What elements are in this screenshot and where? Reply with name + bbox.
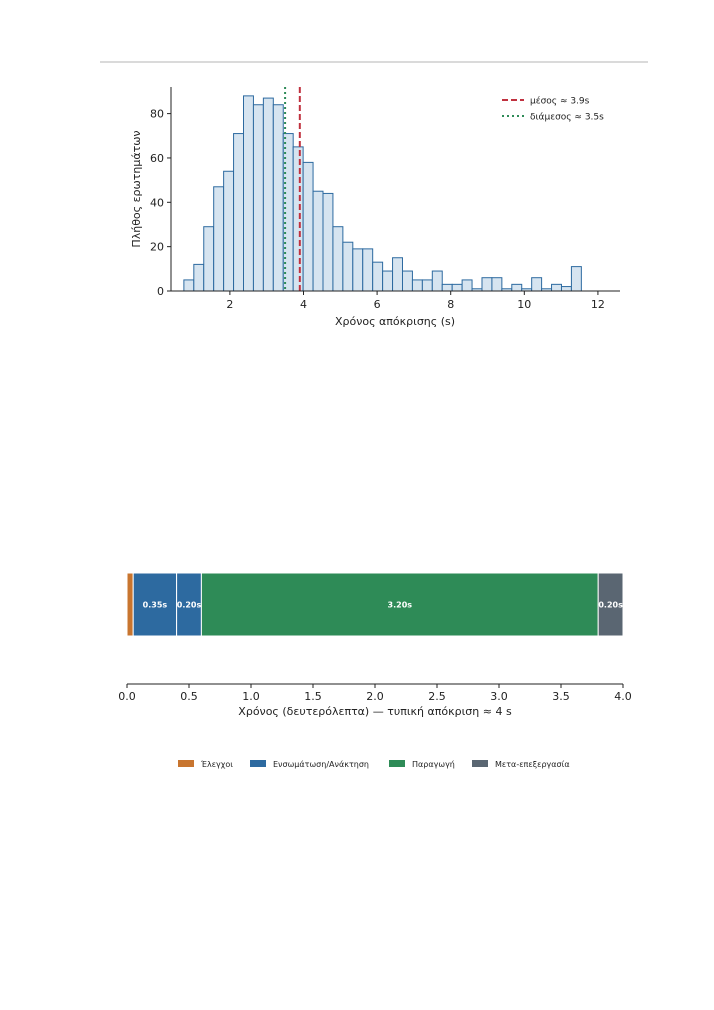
x-tick-label: 3.5 — [552, 690, 570, 703]
x-axis-ticks: 0.0 0.5 1.0 1.5 2.0 2.5 3.0 3.5 4.0 — [118, 684, 632, 703]
x-tick-label: 1.5 — [304, 690, 322, 703]
histogram-bar — [193, 263, 205, 292]
x-tick-label: 12 — [591, 298, 605, 311]
histogram-legend: μέσος ≈ 3.9s διάμεσος ≈ 3.5s — [502, 96, 604, 123]
histogram-bar — [491, 277, 503, 292]
histogram-bar — [392, 257, 403, 292]
x-tick-label: 4.0 — [614, 690, 632, 703]
x-tick-label: 10 — [517, 298, 531, 311]
histogram-bar — [322, 192, 334, 292]
legend-swatch — [250, 760, 266, 767]
histogram-bar — [551, 283, 562, 292]
stacked-segments — [126, 572, 624, 637]
x-tick-label: 4 — [300, 298, 307, 311]
histogram-bar — [332, 226, 344, 292]
y-tick-label: 60 — [150, 152, 164, 165]
legend-mean-label: μέσος ≈ 3.9s — [530, 96, 590, 107]
x-axis-title: Χρόνος (δευτερόλεπτα) — τυπική απόκριση … — [238, 705, 512, 718]
histogram-bars — [183, 95, 582, 292]
histogram-bar — [511, 283, 523, 292]
histogram-bar — [203, 226, 215, 292]
segment-value-label: 0.35s — [143, 601, 168, 610]
histogram-bar — [531, 277, 543, 292]
y-tick-label: 40 — [150, 196, 164, 209]
legend-label: Έλεγχοι — [200, 760, 233, 769]
y-tick-label: 20 — [150, 241, 164, 254]
legend-label: Παραγωγή — [412, 760, 455, 769]
histogram-bar — [223, 170, 235, 292]
histogram-bar — [302, 161, 314, 292]
x-tick-label: 0.0 — [118, 690, 136, 703]
histogram-bar — [243, 95, 254, 292]
stack-segment — [200, 572, 599, 637]
legend-label: Μετα-επεξεργασία — [495, 760, 570, 769]
histogram-bar — [421, 279, 433, 292]
stack-segment — [126, 572, 134, 637]
histogram-bar — [372, 261, 384, 292]
histogram-bar — [342, 241, 354, 292]
x-tick-label: 0.5 — [180, 690, 198, 703]
histogram-bar — [382, 270, 394, 292]
segment-labels: 0.35s 0.20s 3.20s 0.20s — [143, 601, 623, 610]
x-tick-label: 8 — [447, 298, 454, 311]
histogram-bar — [233, 133, 245, 292]
x-tick-label: 2.5 — [428, 690, 446, 703]
x-axis-title: Χρόνος απόκρισης (s) — [335, 315, 455, 328]
histogram-bar — [481, 277, 493, 292]
segment-value-label: 3.20s — [388, 601, 413, 610]
legend-swatch — [472, 760, 488, 767]
legend-label: Ενσωμάτωση/Ανάκτηση — [273, 760, 369, 769]
x-tick-label: 1.0 — [242, 690, 260, 703]
stack-segment — [597, 572, 624, 637]
histogram-bar — [411, 279, 423, 292]
y-tick-label: 80 — [150, 108, 164, 121]
histogram-bar — [252, 104, 264, 292]
legend-median-label: διάμεσος ≈ 3.5s — [530, 113, 604, 123]
x-tick-label: 6 — [374, 298, 381, 311]
histogram-bar — [401, 270, 413, 292]
x-tick-label: 2 — [226, 298, 233, 311]
legend-swatch — [178, 760, 194, 767]
y-axis-title: Πλήθος ερωτημάτων — [130, 130, 143, 247]
histogram-bar — [441, 283, 453, 292]
histogram-bar — [272, 104, 284, 292]
histogram-bar — [352, 248, 364, 292]
histogram-bar — [560, 286, 572, 292]
histogram-bar — [431, 270, 443, 292]
y-axis-ticks: 0 20 40 60 80 — [150, 108, 171, 298]
histogram-bar — [451, 283, 463, 292]
histogram-bar — [312, 190, 324, 292]
stack-segment — [132, 572, 178, 637]
histogram-bar — [461, 279, 473, 292]
histogram-bar — [362, 248, 374, 292]
histogram-bar — [183, 279, 195, 292]
histogram-bar — [292, 146, 304, 292]
x-axis-ticks: 2 4 6 8 10 12 — [226, 291, 605, 311]
histogram-bar — [213, 186, 225, 292]
segment-value-label: 0.20s — [598, 601, 623, 610]
x-tick-label: 2.0 — [366, 690, 384, 703]
legend-swatch — [389, 760, 405, 767]
histogram-bar — [262, 97, 274, 292]
segment-value-label: 0.20s — [177, 601, 202, 610]
histogram-bar — [570, 266, 582, 292]
x-tick-label: 3.0 — [490, 690, 508, 703]
latency-breakdown-chart: 0.35s 0.20s 3.20s 0.20s 0.0 0.5 1.0 1.5 2.0 2.5 3… — [118, 572, 632, 769]
breakdown-legend: Έλεγχοι Ενσωμάτωση/Ανάκτηση Παραγωγή Μετα-ε… — [178, 760, 570, 769]
y-tick-label: 0 — [157, 285, 164, 298]
